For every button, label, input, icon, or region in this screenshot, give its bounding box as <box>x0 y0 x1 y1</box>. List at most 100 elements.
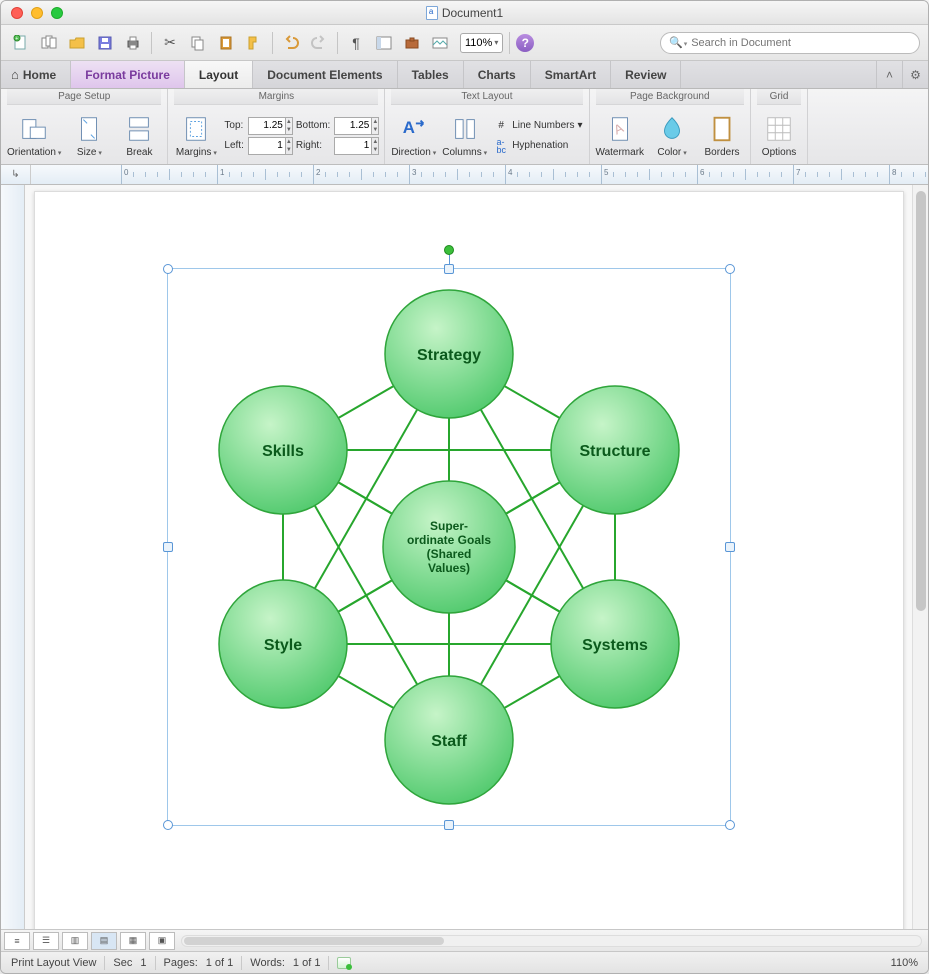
view-publishing-icon[interactable]: ▥ <box>62 932 88 950</box>
ruler-scale[interactable]: 0123456789 <box>31 165 928 184</box>
direction-button[interactable]: ADirection <box>391 113 436 158</box>
tab-layout[interactable]: Layout <box>185 61 253 88</box>
gallery-icon[interactable] <box>428 31 452 55</box>
view-draft-icon[interactable]: ≡ <box>4 932 30 950</box>
margin-right-input[interactable] <box>334 137 372 155</box>
status-zoom[interactable]: 110% <box>891 957 918 969</box>
copy-icon[interactable] <box>186 31 210 55</box>
resize-handle-tr[interactable] <box>725 264 735 274</box>
ribbon: Page Setup Orientation Size Break Margin… <box>1 89 928 165</box>
ribbon-tabs: Home Format Picture Layout Document Elem… <box>1 61 928 89</box>
quick-toolbar: + ✂ ¶ 110% ? 🔍 <box>1 25 928 61</box>
group-margins: Margins Margins Top: ▲▼ Bottom: ▲▼ Left:… <box>168 89 385 164</box>
horizontal-scrollbar[interactable] <box>181 935 922 947</box>
margin-left-input[interactable] <box>248 137 286 155</box>
pages-value: 1 of 1 <box>206 957 234 969</box>
resize-handle-bl[interactable] <box>163 820 173 830</box>
sidebar-icon[interactable] <box>372 31 396 55</box>
resize-handle-mr[interactable] <box>725 542 735 552</box>
new-doc-icon[interactable]: + <box>9 31 33 55</box>
record-macro-icon[interactable] <box>337 957 351 969</box>
tab-home[interactable]: Home <box>1 61 71 88</box>
grid-options-button[interactable]: Options <box>757 113 801 158</box>
watermark-button[interactable]: AWatermark <box>596 113 645 158</box>
words-label: Words: <box>250 957 285 969</box>
view-print-layout-icon[interactable]: ▤ <box>91 932 117 950</box>
redo-icon[interactable] <box>307 31 331 55</box>
svg-text:A: A <box>403 118 415 137</box>
view-strip: ≡ ☰ ▥ ▤ ▦ ▣ <box>1 929 928 951</box>
template-icon[interactable] <box>37 31 61 55</box>
ruler-corner[interactable]: ↳ <box>1 165 31 184</box>
orientation-button[interactable]: Orientation <box>7 113 61 158</box>
save-icon[interactable] <box>93 31 117 55</box>
group-page-background: Page Background AWatermark Color Borders <box>590 89 752 164</box>
resize-handle-tl[interactable] <box>163 264 173 274</box>
break-button[interactable]: Break <box>117 113 161 158</box>
margin-top-input[interactable] <box>248 117 286 135</box>
group-label: Page Setup <box>7 89 161 105</box>
page[interactable]: StrategyStructureSystemsStaffStyleSkills… <box>34 191 904 929</box>
tab-tables[interactable]: Tables <box>398 61 464 88</box>
line-numbers-button[interactable]: #Line Numbers ▾ <box>493 118 582 134</box>
margins-button[interactable]: Margins <box>174 113 218 158</box>
group-label: Grid <box>757 89 801 105</box>
zoom-value: 110% <box>465 37 492 49</box>
view-outline-icon[interactable]: ☰ <box>33 932 59 950</box>
view-notebook-icon[interactable]: ▦ <box>120 932 146 950</box>
svg-text:+: + <box>15 36 18 42</box>
sec-value: 1 <box>140 957 146 969</box>
resize-handle-bm[interactable] <box>444 820 454 830</box>
search-input[interactable] <box>691 37 911 49</box>
print-icon[interactable] <box>121 31 145 55</box>
selection-box[interactable] <box>167 268 731 826</box>
horizontal-ruler: ↳ 0123456789 <box>1 165 928 185</box>
paste-icon[interactable] <box>214 31 238 55</box>
zoom-selector[interactable]: 110% <box>460 33 503 53</box>
search-box[interactable]: 🔍 <box>660 32 920 54</box>
rotation-handle[interactable] <box>444 245 454 255</box>
search-icon: 🔍 <box>669 36 687 49</box>
spinner[interactable]: ▲▼ <box>372 137 379 155</box>
tab-smartart[interactable]: SmartArt <box>531 61 611 88</box>
app-window: Document1 + ✂ ¶ 110% ? 🔍 Home Format Pic… <box>0 0 929 974</box>
ribbon-settings-icon[interactable]: ⚙ <box>902 61 928 88</box>
view-focus-icon[interactable]: ▣ <box>149 932 175 950</box>
toolbox-icon[interactable] <box>400 31 424 55</box>
tab-review[interactable]: Review <box>611 61 681 88</box>
document-viewport[interactable]: StrategyStructureSystemsStaffStyleSkills… <box>25 185 912 929</box>
margin-bottom-input[interactable] <box>334 117 372 135</box>
spinner[interactable]: ▲▼ <box>372 117 379 135</box>
tab-document-elements[interactable]: Document Elements <box>253 61 397 88</box>
work-area: StrategyStructureSystemsStaffStyleSkills… <box>1 185 928 929</box>
hyphenation-button[interactable]: a-bcHyphenation <box>493 138 582 154</box>
vertical-ruler[interactable] <box>1 185 25 929</box>
spinner[interactable]: ▲▼ <box>286 137 293 155</box>
spinner[interactable]: ▲▼ <box>286 117 293 135</box>
group-text-layout: Text Layout ADirection Columns #Line Num… <box>385 89 589 164</box>
resize-handle-ml[interactable] <box>163 542 173 552</box>
cut-icon[interactable]: ✂ <box>158 31 182 55</box>
resize-handle-tm[interactable] <box>444 264 454 274</box>
ribbon-collapse-icon[interactable]: ˄ <box>876 61 902 88</box>
format-painter-icon[interactable] <box>242 31 266 55</box>
document-icon <box>426 6 438 20</box>
show-marks-icon[interactable]: ¶ <box>344 31 368 55</box>
vertical-scrollbar[interactable] <box>912 185 928 929</box>
open-icon[interactable] <box>65 31 89 55</box>
size-button[interactable]: Size <box>67 113 111 158</box>
tab-format-picture[interactable]: Format Picture <box>71 61 185 88</box>
borders-button[interactable]: Borders <box>700 113 744 158</box>
pages-label: Pages: <box>164 957 198 969</box>
resize-handle-br[interactable] <box>725 820 735 830</box>
color-button[interactable]: Color <box>650 113 694 158</box>
words-value: 1 of 1 <box>293 957 321 969</box>
tab-charts[interactable]: Charts <box>464 61 531 88</box>
scrollbar-thumb[interactable] <box>184 937 444 945</box>
help-icon[interactable]: ? <box>516 34 534 52</box>
scrollbar-thumb[interactable] <box>916 191 926 611</box>
undo-icon[interactable] <box>279 31 303 55</box>
columns-button[interactable]: Columns <box>442 113 487 158</box>
sec-label: Sec <box>113 957 132 969</box>
group-label: Text Layout <box>391 89 582 105</box>
